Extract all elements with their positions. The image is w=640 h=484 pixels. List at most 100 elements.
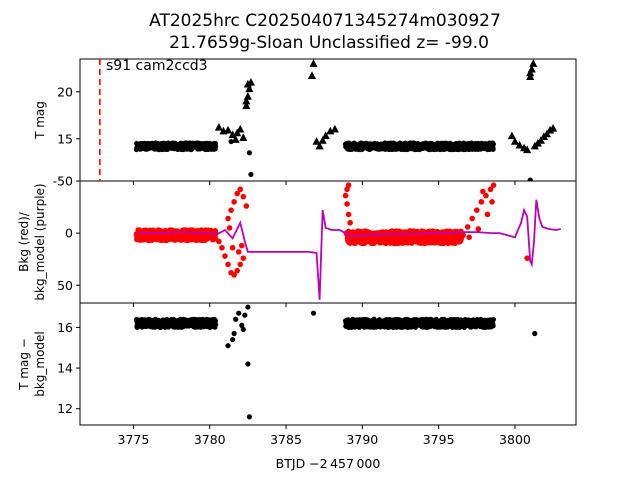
x-axis-label: BTJD −2 457 000 (276, 456, 381, 471)
panel-data-middle (133, 182, 561, 300)
upper-limit-triangle (549, 123, 558, 132)
upper-limit-triangle (312, 137, 321, 145)
bkg-point (524, 255, 530, 261)
y-axis-label: bkg_model (purple) (33, 183, 47, 300)
bkg-point (489, 199, 495, 205)
bkg-point (483, 192, 489, 199)
bkg-point (345, 211, 352, 218)
bkg-point (240, 255, 247, 261)
bkg-point (344, 201, 350, 207)
bkg-point (225, 261, 231, 268)
bkg-point (490, 182, 497, 188)
bkg-point (226, 225, 233, 231)
upper-limit-triangle (239, 133, 248, 141)
data-point (246, 414, 253, 420)
data-point (225, 343, 231, 349)
data-point (490, 316, 496, 323)
data-point (236, 310, 242, 316)
bkg-point (460, 232, 466, 239)
upper-limit-triangle (523, 145, 532, 154)
bkg-point (480, 188, 486, 195)
y-tick-label: 15 (57, 131, 73, 146)
bkg-point (228, 207, 234, 213)
bkg-point (235, 249, 242, 255)
bkg-point (464, 224, 471, 230)
data-point (248, 171, 254, 178)
bkg-point (216, 238, 222, 245)
upper-limit-triangle (330, 124, 339, 133)
bkg-point (484, 211, 491, 218)
panel-top: 15 20 T mag (33, 58, 577, 185)
data-point (490, 141, 496, 147)
y-tick-label: 50 (57, 278, 73, 293)
data-point (233, 316, 239, 322)
upper-limit-triangle (526, 68, 535, 77)
data-point (245, 361, 251, 367)
y-tick-label: 20 (57, 84, 73, 99)
y-axis-label: T mag (33, 101, 47, 140)
panels-group: 15 20 T mag 50 0 -50 Bkg (red)/bkg_model (purp… (17, 58, 577, 447)
bkg-point (225, 215, 231, 222)
bkg-point (234, 267, 240, 274)
bkg-point (222, 253, 228, 259)
data-point (213, 143, 219, 149)
upper-limit-triangle (307, 71, 317, 80)
upper-limit-triangle (315, 141, 324, 150)
upper-limit-triangle (242, 96, 251, 105)
upper-limit-triangle (309, 59, 318, 67)
upper-limit-triangle (245, 84, 254, 93)
x-tick-label: 3780 (194, 432, 226, 447)
y-tick-label: 12 (57, 401, 73, 416)
bkg-point (474, 207, 480, 213)
y-tick-label: 14 (57, 361, 73, 376)
y-axis-label: bkg_model (33, 331, 47, 397)
x-tick-label: 3790 (346, 432, 378, 447)
data-point (246, 150, 253, 156)
panel-data-bottom (133, 304, 538, 420)
bkg-point (475, 226, 482, 232)
upper-limit-triangle (318, 136, 327, 144)
data-point (310, 310, 317, 316)
data-point (242, 312, 248, 318)
y-tick-label: 16 (57, 320, 73, 335)
bkg-point (231, 199, 237, 205)
upper-limit-triangle (529, 59, 538, 67)
panel-frame (79, 302, 577, 426)
chart-title-line1: AT2025hrc C202504071345274m030927 (149, 11, 501, 31)
bkg-point (342, 192, 349, 199)
upper-limit-triangle (236, 124, 245, 133)
y-axis-label: T mag − (17, 338, 31, 391)
data-point (240, 326, 246, 333)
bkg-model-line (137, 199, 561, 300)
panel-bottom: 12 14 16 T mag − bkg_model (17, 302, 577, 429)
panel-middle: 50 0 -50 Bkg (red)/bkg_model (purple) (17, 174, 577, 307)
chart-title-line2: 21.7659g-Sloan Unclassified z= -99.0 (169, 33, 489, 53)
x-tick-label: 3795 (423, 432, 455, 447)
x-tick-label: 3775 (118, 432, 150, 447)
bkg-point (234, 190, 240, 197)
upper-limit-triangle (510, 137, 520, 145)
data-point (239, 322, 245, 328)
panel-data-top (133, 59, 558, 181)
bkg-point (347, 219, 353, 226)
upper-limit-triangle (507, 131, 516, 140)
data-point (527, 177, 533, 181)
bkg-point (243, 203, 250, 209)
y-tick-label: -50 (53, 174, 73, 189)
y-axis-label: Bkg (red)/ (17, 211, 31, 272)
upper-limit-triangle (321, 131, 330, 140)
data-point (490, 323, 496, 329)
data-point (213, 321, 219, 328)
upper-limit-triangle (223, 125, 233, 134)
bkg-point (478, 199, 485, 205)
y-tick-label: 0 (65, 226, 73, 241)
bkg-point (487, 186, 494, 193)
data-point (532, 330, 538, 337)
bkg-point (345, 182, 352, 188)
bkg-point (231, 272, 237, 278)
data-point (490, 146, 496, 152)
data-point (231, 330, 237, 337)
bkg-point (238, 242, 245, 249)
upper-limit-triangle (231, 135, 240, 143)
